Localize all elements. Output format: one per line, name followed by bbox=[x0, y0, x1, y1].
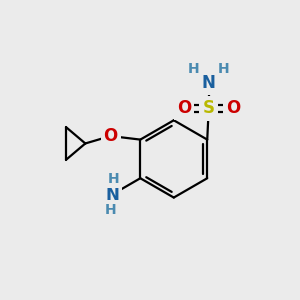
Text: O: O bbox=[103, 127, 118, 145]
Text: H: H bbox=[218, 62, 230, 76]
Text: N: N bbox=[202, 74, 216, 92]
Text: O: O bbox=[177, 99, 191, 117]
Text: S: S bbox=[203, 99, 215, 117]
Text: O: O bbox=[226, 99, 240, 117]
Text: H: H bbox=[188, 62, 200, 76]
Text: N: N bbox=[105, 186, 119, 204]
Text: H: H bbox=[105, 203, 116, 217]
Text: H: H bbox=[108, 172, 119, 186]
